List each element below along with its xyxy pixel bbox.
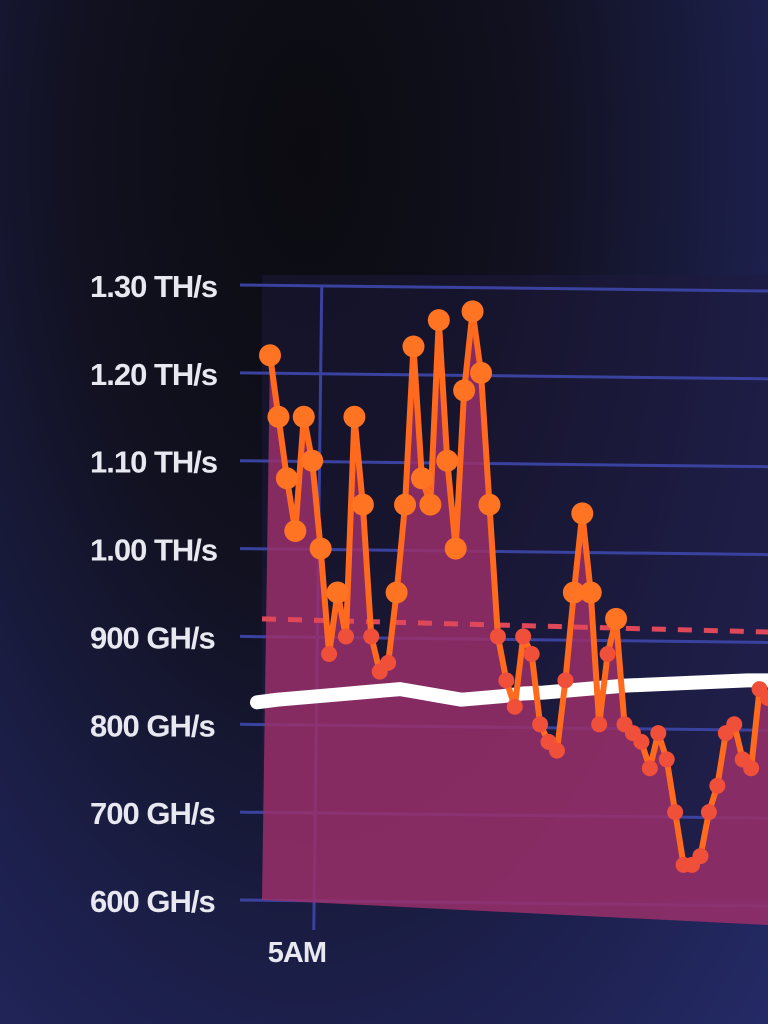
hashrate-point bbox=[275, 467, 298, 490]
y-tick-label: 600 GH/s bbox=[90, 884, 215, 919]
hashrate-area bbox=[262, 311, 768, 925]
hashrate-point bbox=[605, 607, 628, 630]
hashrate-point bbox=[506, 698, 523, 715]
hashrate-point bbox=[760, 689, 768, 706]
hashrate-point bbox=[309, 537, 332, 560]
hashrate-point bbox=[633, 733, 650, 750]
hashrate-point bbox=[301, 449, 324, 472]
hashrate-point bbox=[523, 646, 540, 662]
hashrate-point bbox=[571, 502, 594, 525]
y-tick-label: 800 GH/s bbox=[90, 708, 215, 743]
hashrate-point bbox=[470, 361, 493, 384]
hashrate-point bbox=[292, 405, 315, 428]
hashrate-point bbox=[419, 493, 442, 516]
y-tick-label: 700 GH/s bbox=[90, 796, 215, 831]
hashrate-point bbox=[548, 742, 565, 759]
hashrate-point bbox=[321, 646, 338, 662]
hashrate-point bbox=[267, 405, 290, 428]
hashrate-point bbox=[599, 646, 616, 662]
y-tick-label: 1.00 TH/s bbox=[90, 533, 217, 568]
hashrate-point bbox=[658, 751, 675, 768]
hashrate-point bbox=[436, 449, 459, 472]
hashrate-point bbox=[591, 716, 608, 733]
hashrate-point bbox=[337, 628, 354, 645]
y-tick-label: 1.30 TH/s bbox=[90, 269, 217, 304]
hashrate-point bbox=[557, 672, 574, 689]
hashrate-point bbox=[427, 309, 450, 332]
hashrate-point bbox=[726, 716, 743, 733]
hashrate-point bbox=[453, 379, 476, 402]
hashrate-point bbox=[259, 344, 281, 367]
hashrate-point bbox=[326, 581, 349, 604]
x-tick-label: 5AM bbox=[268, 937, 326, 969]
hashrate-point bbox=[515, 628, 532, 645]
hashrate-point bbox=[532, 716, 549, 733]
hashrate-point bbox=[461, 300, 484, 323]
hashrate-point bbox=[402, 335, 425, 358]
hashrate-point bbox=[743, 760, 760, 777]
hashrate-point bbox=[444, 537, 467, 560]
hashrate-point bbox=[579, 581, 602, 604]
hashrate-point bbox=[394, 493, 417, 516]
hashrate-point bbox=[498, 672, 515, 689]
hashrate-point bbox=[284, 520, 307, 542]
hashrate-point bbox=[363, 628, 380, 645]
y-tick-label: 1.10 TH/s bbox=[90, 445, 217, 480]
hashrate-point bbox=[709, 777, 726, 794]
hashrate-point bbox=[562, 581, 585, 604]
hashrate-point bbox=[650, 725, 667, 742]
gridline bbox=[239, 459, 768, 469]
hashrate-point bbox=[385, 581, 408, 604]
hashrate-point bbox=[351, 493, 374, 516]
hashrate-point bbox=[692, 848, 709, 865]
gridline bbox=[239, 283, 768, 293]
hashrate-point bbox=[478, 493, 501, 516]
hashrate-point bbox=[489, 628, 506, 645]
y-tick-label: 900 GH/s bbox=[90, 620, 215, 655]
y-tick-label: 1.20 TH/s bbox=[90, 357, 217, 392]
hashrate-point bbox=[343, 405, 366, 428]
hashrate-point bbox=[667, 804, 684, 821]
hashrate-point bbox=[410, 467, 433, 490]
hashrate-point bbox=[700, 804, 717, 821]
hashrate-point bbox=[641, 760, 658, 777]
hashrate-point bbox=[380, 654, 397, 671]
gridline bbox=[239, 371, 768, 381]
